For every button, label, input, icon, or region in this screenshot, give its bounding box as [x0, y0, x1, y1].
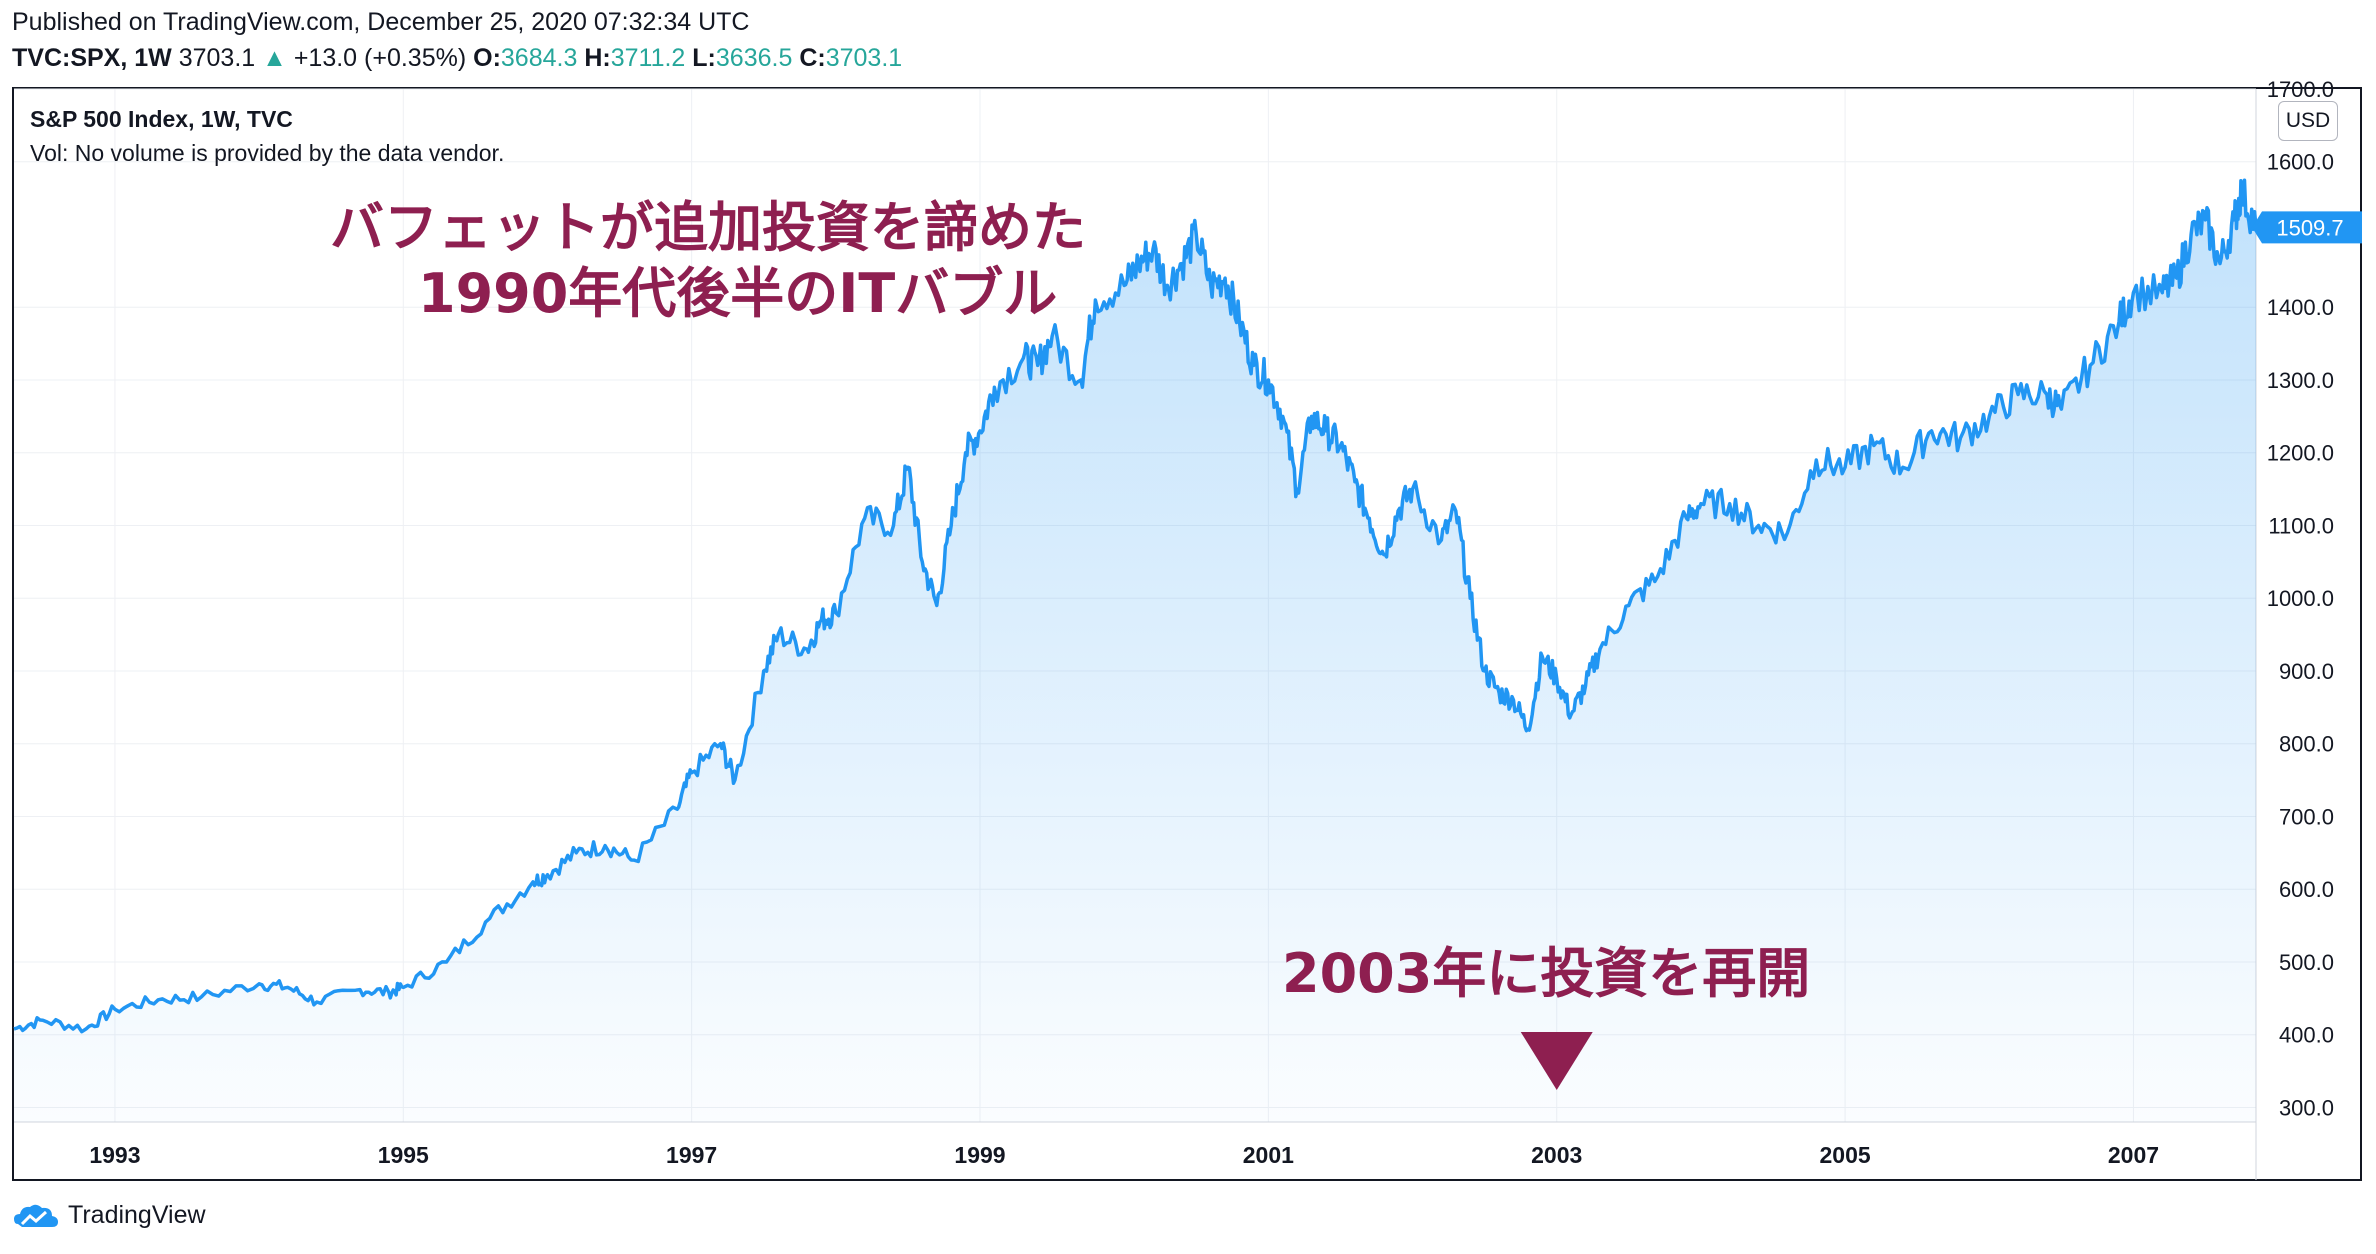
close-label: C:	[799, 44, 826, 72]
price-area-fill	[14, 180, 2256, 1123]
x-tick-label: 1999	[954, 1142, 1005, 1168]
ohlc-line: TVC:SPX, 1W 3703.1 ▲ +13.0 (+0.35%) O:36…	[12, 44, 902, 73]
y-tick-label: 800.0	[2279, 732, 2334, 757]
y-tick-label: 1700.0	[2267, 77, 2334, 102]
x-tick-label: 1995	[378, 1142, 429, 1168]
annotation-it-bubble-line2: 1990年代後半のITバブル	[418, 262, 1058, 325]
y-tick-label: 1300.0	[2267, 368, 2334, 393]
y-tick-label: 300.0	[2279, 1095, 2334, 1120]
price-change: +13.0 (+0.35%)	[293, 44, 467, 72]
x-tick-label: 2005	[1820, 1142, 1871, 1168]
y-tick-label: 1600.0	[2267, 150, 2334, 175]
y-tick-label: 1000.0	[2267, 586, 2334, 611]
currency-button[interactable]: USD	[2278, 101, 2338, 141]
open-label: O:	[473, 44, 501, 72]
last-price-badge-label: 1509.7	[2276, 215, 2343, 240]
x-tick-label: 2007	[2108, 1142, 2159, 1168]
price-line	[13, 178, 2258, 1034]
annotation-resume-2003: 2003年に投資を再開	[1282, 942, 1811, 1005]
open-value: 3684.3	[500, 44, 578, 72]
y-tick-label: 1100.0	[2268, 513, 2334, 538]
x-tick-label: 1993	[89, 1142, 140, 1168]
chart-frame	[12, 87, 2362, 1181]
x-tick-label: 2003	[1531, 1142, 1582, 1168]
y-tick-label: 1400.0	[2267, 295, 2334, 320]
high-label: H:	[584, 44, 611, 72]
last-price-badge	[2252, 211, 2362, 244]
x-tick-label: 1997	[666, 1142, 717, 1168]
y-tick-label: 500.0	[2279, 950, 2334, 975]
high-value: 3711.2	[610, 44, 686, 72]
tradingview-cloud-icon	[14, 1204, 58, 1227]
down-triangle-marker-icon	[1520, 1032, 1593, 1090]
annotation-it-bubble-line1: バフェットが追加投資を諦めた	[330, 196, 1086, 259]
symbol-label: TVC:SPX, 1W	[12, 44, 172, 72]
tradingview-logo[interactable]: TradingView	[12, 1200, 206, 1230]
published-line: Published on TradingView.com, December 2…	[12, 8, 750, 36]
tradingview-brand: TradingView	[68, 1200, 206, 1229]
last-price: 3703.1	[178, 44, 256, 72]
close-value: 3703.1	[825, 44, 903, 72]
y-tick-label: 400.0	[2279, 1023, 2334, 1048]
y-tick-label: 600.0	[2279, 877, 2334, 902]
x-tick-label: 2001	[1243, 1142, 1294, 1168]
chart-legend-title: S&P 500 Index, 1W, TVC	[30, 106, 293, 132]
y-tick-label: 700.0	[2279, 804, 2334, 829]
y-tick-label: 900.0	[2279, 659, 2334, 684]
y-tick-label: 1200.0	[2267, 441, 2334, 466]
low-label: L:	[692, 44, 716, 72]
low-value: 3636.5	[715, 44, 793, 72]
chart-legend-volume: Vol: No volume is provided by the data v…	[30, 140, 505, 166]
up-triangle-icon: ▲	[262, 44, 287, 72]
